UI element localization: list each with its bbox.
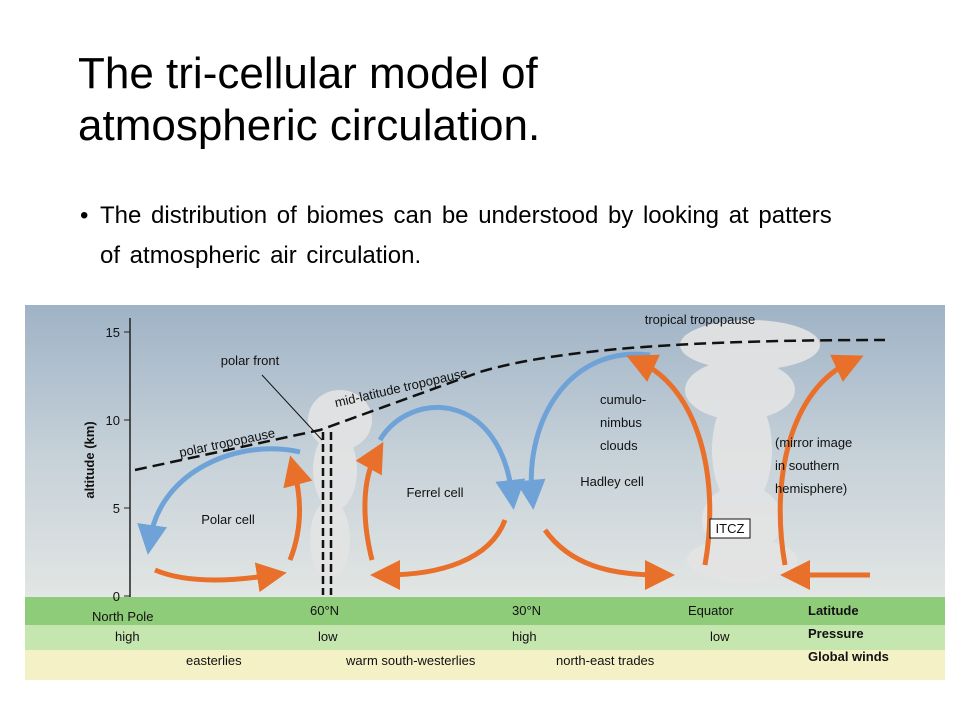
label: tropical tropopause bbox=[645, 312, 756, 327]
tropopause bbox=[134, 338, 886, 472]
polar-front-line bbox=[321, 432, 333, 595]
row-name: Latitude bbox=[808, 603, 859, 618]
circulation-arrows bbox=[137, 351, 870, 593]
row-cell: North Pole bbox=[92, 609, 153, 624]
label: Hadley cell bbox=[580, 474, 644, 489]
row-name: Global winds bbox=[808, 649, 889, 664]
row-cell: low bbox=[318, 629, 338, 644]
winds-band bbox=[25, 650, 945, 680]
row-cell: low bbox=[710, 629, 730, 644]
row-cell: 30°N bbox=[512, 603, 541, 618]
axis-label: altitude (km) bbox=[82, 421, 97, 498]
axis-tick-label: 10 bbox=[106, 413, 120, 428]
label: ITCZ bbox=[716, 521, 745, 536]
row-cell: high bbox=[512, 629, 537, 644]
bullet-text: The distribution of biomes can be unders… bbox=[100, 202, 832, 269]
latitude-band bbox=[25, 597, 945, 625]
leader-line bbox=[261, 374, 323, 441]
row-cell: north-east trades bbox=[556, 653, 655, 668]
pressure-band bbox=[25, 625, 945, 650]
label: hemisphere) bbox=[775, 481, 847, 496]
label: nimbus bbox=[600, 415, 642, 430]
label: (mirror image bbox=[775, 435, 852, 450]
row-cell: warm south-westerlies bbox=[345, 653, 476, 668]
label: cumulo- bbox=[600, 392, 646, 407]
row-cell: 60°N bbox=[310, 603, 339, 618]
bullet-dot: • bbox=[80, 202, 89, 229]
bullet: • The distribution of biomes can be unde… bbox=[80, 196, 850, 276]
label: clouds bbox=[600, 438, 638, 453]
axis-tick-label: 15 bbox=[106, 325, 120, 340]
label: polar front bbox=[221, 353, 280, 368]
label: Ferrel cell bbox=[406, 485, 463, 500]
label: in southern bbox=[775, 458, 839, 473]
row-cell: easterlies bbox=[186, 653, 242, 668]
axis-ticks bbox=[124, 331, 130, 597]
slide-title: The tri-cellular model of atmospheric ci… bbox=[78, 49, 541, 150]
row-cell: Equator bbox=[688, 603, 734, 618]
row-cell: high bbox=[115, 629, 140, 644]
itcz-box bbox=[709, 518, 751, 539]
axis-tick-label: 0 bbox=[113, 589, 120, 604]
label: Polar cell bbox=[201, 512, 255, 527]
row-name: Pressure bbox=[808, 626, 864, 641]
axis-tick-label: 5 bbox=[113, 501, 120, 516]
